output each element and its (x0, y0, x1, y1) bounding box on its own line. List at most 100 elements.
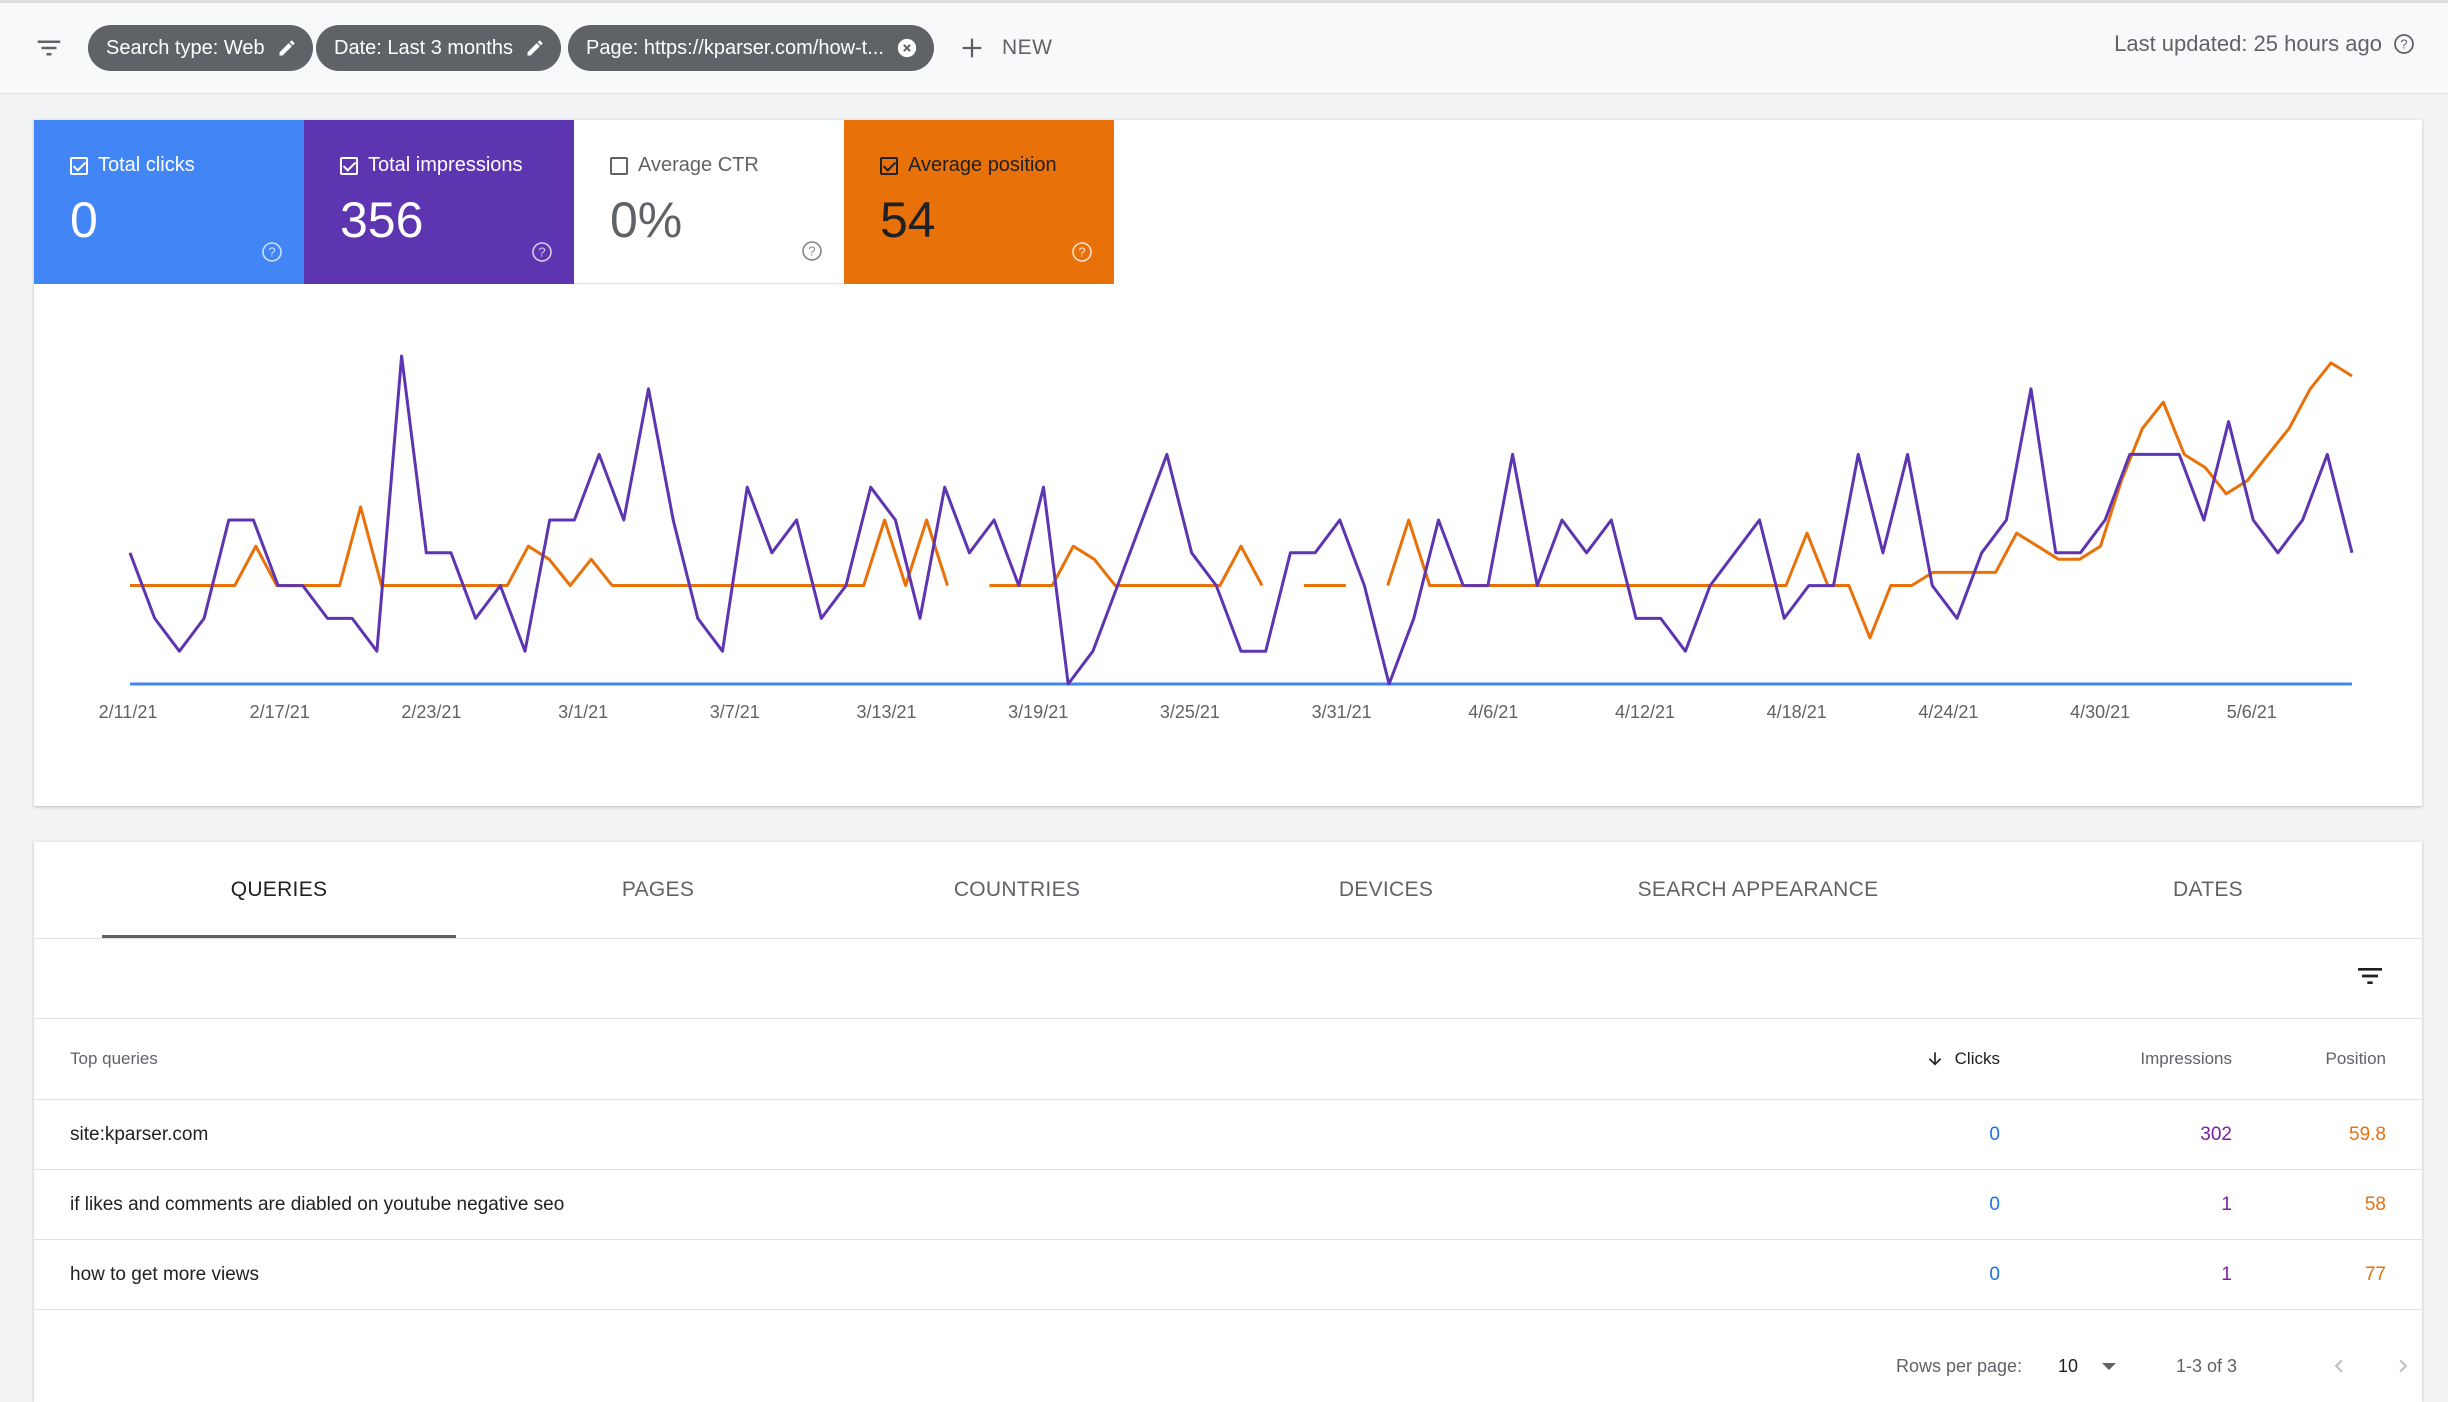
x-tick-label: 2/11/21 (99, 702, 158, 722)
x-tick-label: 4/30/21 (2070, 702, 2130, 722)
checkbox-checked-icon[interactable] (70, 156, 88, 175)
dimension-tabs: QUERIES PAGES COUNTRIES DEVICES SEARCH A… (34, 842, 2422, 939)
x-tick-label: 3/1/21 (558, 702, 608, 722)
checkbox-checked-icon[interactable] (880, 156, 898, 175)
metric-value: 0% (610, 192, 683, 248)
metric-average-ctr[interactable]: Average CTR 0% ? (574, 120, 844, 284)
checkbox-checked-icon[interactable] (340, 156, 358, 175)
x-tick-label: 3/25/21 (1160, 702, 1220, 722)
last-updated-text: Last updated: 25 hours ago (2114, 31, 2382, 56)
dimension-table-card: QUERIES PAGES COUNTRIES DEVICES SEARCH A… (34, 842, 2422, 1402)
query-cell: site:kparser.com (70, 1123, 209, 1145)
column-header-query: Top queries (70, 1049, 158, 1068)
table-pagination: Rows per page: 10 1-3 of 3 (34, 1330, 2422, 1402)
edit-icon[interactable] (525, 38, 545, 58)
x-tick-label: 2/17/21 (250, 702, 310, 722)
x-tick-label: 3/19/21 (1008, 702, 1068, 722)
table-row[interactable]: site:kparser.com 0 302 59.8 (34, 1100, 2422, 1170)
rows-per-page-label: Rows per page: (1896, 1355, 2023, 1376)
column-header-position[interactable]: Position (2325, 1049, 2386, 1068)
position-cell: 58 (2364, 1193, 2386, 1215)
last-updated-status: Last updated: 25 hours ago ? (2114, 31, 2416, 57)
series-line-total-impressions (128, 354, 2354, 686)
chevron-right-icon[interactable] (2390, 1330, 2416, 1402)
metric-label: Total clicks (98, 154, 195, 176)
query-cell: how to get more views (70, 1263, 260, 1285)
x-tick-label: 4/24/21 (1918, 702, 1978, 722)
x-tick-label: 4/6/21 (1468, 702, 1518, 722)
svg-text:?: ? (268, 245, 275, 260)
new-button-label: NEW (1002, 36, 1053, 59)
x-tick-label: 3/31/21 (1312, 702, 1372, 722)
clicks-cell: 0 (1989, 1193, 2000, 1215)
svg-text:?: ? (808, 244, 815, 259)
svg-text:?: ? (538, 245, 545, 260)
filter-list-icon[interactable] (2354, 960, 2386, 997)
table-header: Top queries Clicks Impressions Position (34, 1018, 2422, 1100)
svg-text:?: ? (1078, 245, 1085, 260)
clicks-cell: 0 (1989, 1123, 2000, 1145)
clicks-cell: 0 (1989, 1263, 2000, 1285)
series-line-average-position (130, 361, 2353, 640)
rows-per-page-select[interactable]: 10 (2058, 1330, 2117, 1402)
performance-card: Total clicks 0 ? Total impressions 356 ?… (34, 120, 2422, 806)
table-row[interactable]: if likes and comments are diabled on you… (34, 1170, 2422, 1240)
chip-label: Page: https://kparser.com/how-t... (586, 36, 884, 59)
help-icon[interactable]: ? (260, 240, 284, 264)
x-tick-label: 3/13/21 (856, 702, 916, 722)
impressions-cell: 1 (2221, 1193, 2232, 1215)
new-filter-button[interactable]: NEW (958, 25, 1053, 71)
filter-bar: Search type: Web Date: Last 3 months Pag… (0, 0, 2448, 94)
arrow-down-icon (1928, 1052, 1941, 1066)
query-cell: if likes and comments are diabled on you… (70, 1193, 565, 1215)
dropdown-arrow-icon (2102, 1363, 2117, 1370)
chip-label: Date: Last 3 months (334, 36, 513, 59)
metric-average-position[interactable]: Average position 54 ? (844, 120, 1114, 284)
position-cell: 77 (2364, 1263, 2386, 1285)
performance-line-chart: 2/11/21 2/17/21 2/23/21 3/1/21 3/7/21 3/13/21… (99, 354, 2354, 722)
pagination-range: 1-3 of 3 (2176, 1355, 2238, 1376)
active-tab-indicator (102, 935, 456, 938)
search-type-chip[interactable]: Search type: Web (88, 25, 313, 71)
tab-search-appearance[interactable]: SEARCH APPEARANCE (1637, 878, 1879, 901)
metric-value: 356 (340, 192, 424, 248)
metric-total-impressions[interactable]: Total impressions 356 ? (304, 120, 574, 284)
column-header-impressions[interactable]: Impressions (2140, 1049, 2232, 1068)
svg-text:?: ? (2400, 37, 2407, 52)
edit-icon[interactable] (277, 38, 297, 58)
help-icon[interactable]: ? (2392, 32, 2416, 56)
impressions-cell: 1 (2221, 1263, 2232, 1285)
help-icon[interactable]: ? (800, 239, 824, 263)
tab-queries[interactable]: QUERIES (230, 878, 328, 901)
column-header-clicks-label: Clicks (1954, 1049, 2000, 1068)
date-range-chip[interactable]: Date: Last 3 months (316, 25, 561, 71)
column-header-clicks[interactable]: Clicks (1864, 1019, 2000, 1099)
position-cell: 59.8 (2349, 1123, 2386, 1145)
x-tick-label: 5/6/21 (2227, 702, 2277, 722)
tab-devices[interactable]: DEVICES (1338, 878, 1434, 901)
help-icon[interactable]: ? (530, 240, 554, 264)
page-filter-chip[interactable]: Page: https://kparser.com/how-t... (568, 25, 934, 71)
table-row[interactable]: how to get more views 0 1 77 (34, 1240, 2422, 1310)
metric-value: 54 (880, 192, 936, 248)
rows-per-page-value: 10 (2058, 1355, 2079, 1376)
close-circle-icon[interactable] (896, 37, 918, 59)
checkbox-unchecked-icon[interactable] (610, 156, 628, 175)
chip-label: Search type: Web (106, 36, 265, 59)
plus-icon (962, 38, 982, 58)
impressions-cell: 302 (2200, 1123, 2232, 1145)
filter-list-icon[interactable] (34, 33, 68, 63)
metric-label: Average CTR (638, 154, 759, 176)
metric-total-clicks[interactable]: Total clicks 0 ? (34, 120, 304, 284)
x-tick-label: 4/12/21 (1615, 702, 1675, 722)
tab-pages[interactable]: PAGES (621, 878, 695, 901)
tab-countries[interactable]: COUNTRIES (953, 878, 1081, 901)
tab-dates[interactable]: DATES (2173, 878, 2243, 901)
x-tick-label: 4/18/21 (1767, 702, 1827, 722)
chevron-left-icon[interactable] (2326, 1330, 2352, 1402)
help-icon[interactable]: ? (1070, 240, 1094, 264)
metric-label: Total impressions (368, 154, 523, 176)
x-tick-label: 2/23/21 (401, 702, 461, 722)
metric-value: 0 (70, 192, 98, 248)
metric-label: Average position (908, 154, 1057, 176)
